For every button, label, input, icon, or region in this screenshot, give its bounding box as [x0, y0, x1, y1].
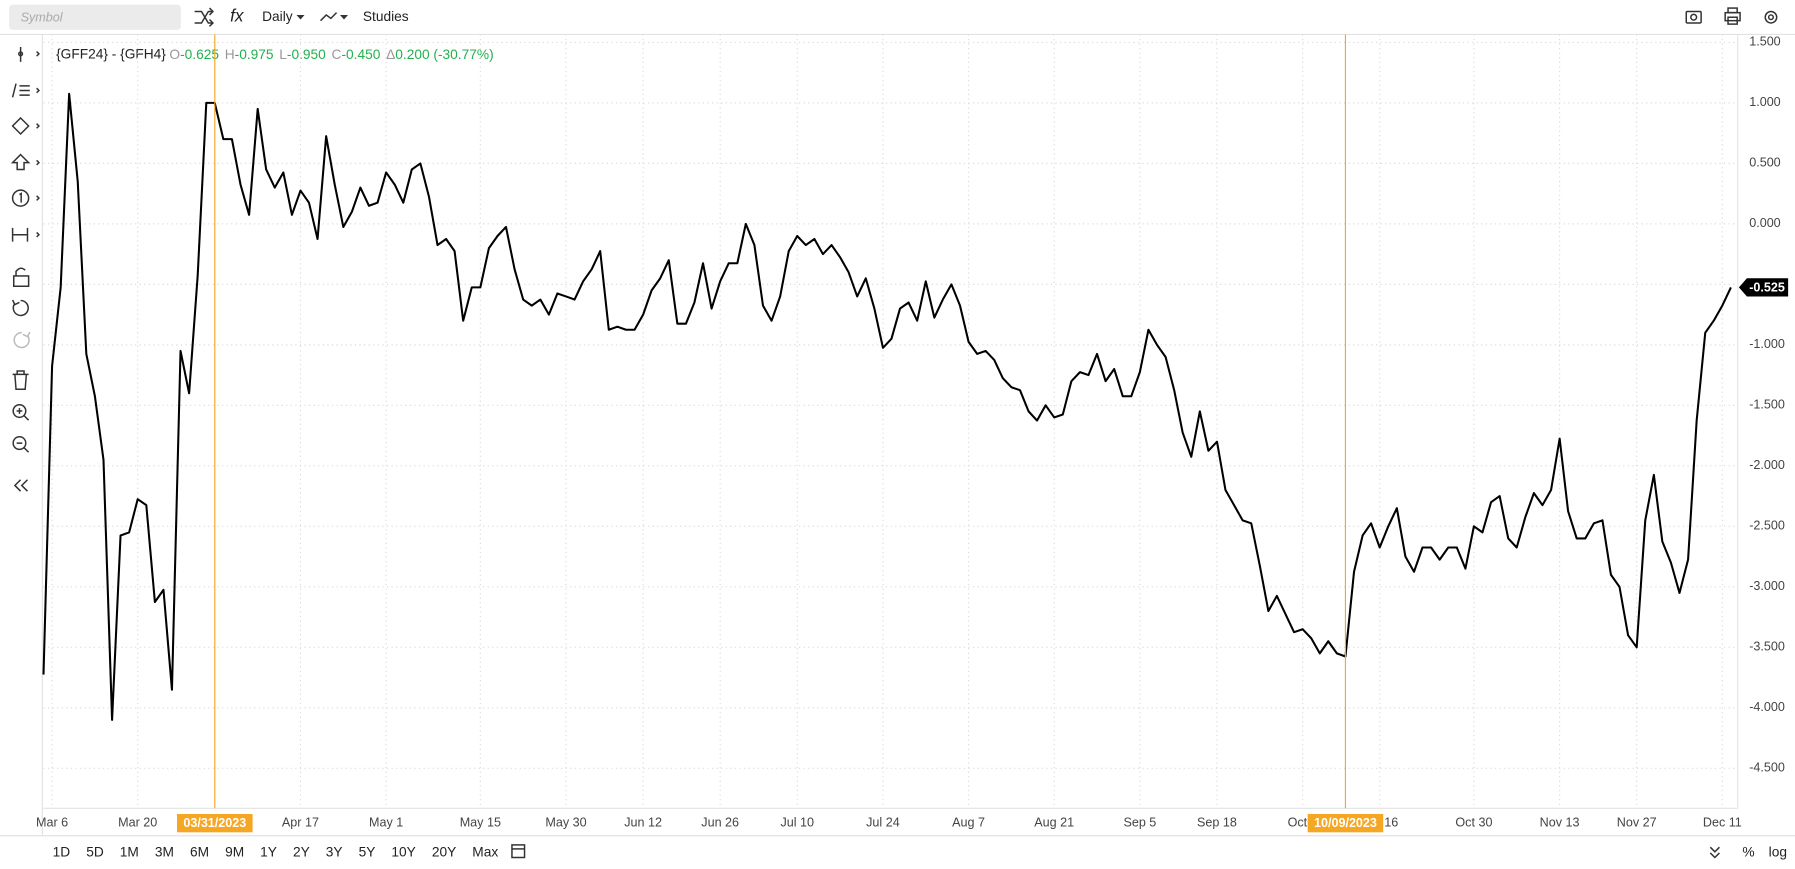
range-button[interactable]: 5Y	[359, 845, 376, 860]
x-tick-label: Mar 6	[36, 815, 68, 829]
y-tick-label: -2.000	[1749, 458, 1785, 472]
symbol-input[interactable]	[9, 4, 181, 30]
ohlc-label: H	[225, 47, 235, 62]
range-button[interactable]: 3M	[155, 845, 174, 860]
y-tick-label: -3.500	[1749, 640, 1785, 654]
camera-icon[interactable]	[1685, 10, 1702, 24]
y-tick-label: 0.500	[1749, 156, 1780, 170]
expand-icon[interactable]	[1709, 846, 1720, 859]
range-button[interactable]: 10Y	[391, 845, 415, 860]
caret	[296, 14, 305, 20]
range-buttons: 1D 5D 1M 3M 6M 9M 1Y 2Y 3Y 5Y 10Y 20Y Max	[53, 845, 499, 860]
ohlc-value: -0.950	[287, 47, 326, 62]
ohlc-label: L	[279, 47, 287, 62]
interval-select[interactable]: Daily	[262, 9, 293, 24]
x-tick-label: Jun 26	[701, 815, 739, 829]
range-button[interactable]: 5D	[86, 845, 104, 860]
x-tick-label: Jul 10	[780, 815, 814, 829]
log-option[interactable]: log	[1769, 845, 1787, 860]
fx-icon[interactable]: fx	[230, 6, 245, 26]
shapes-tool[interactable]	[11, 116, 40, 136]
studies-button[interactable]: Studies	[363, 9, 409, 24]
crosshair-tool[interactable]	[18, 46, 40, 62]
y-tick-label: 1.500	[1749, 35, 1780, 49]
y-tick-label: 0.000	[1749, 216, 1780, 230]
last-price-label: -0.525	[1749, 280, 1785, 294]
x-tick-label: Jun 12	[624, 815, 662, 829]
x-tick-label: Apr 17	[282, 815, 319, 829]
x-tick-label: Mar 20	[118, 815, 157, 829]
range-button[interactable]: 9M	[225, 845, 244, 860]
ohlc-readout: O-0.625 H-0.975 L-0.950 C-0.450 Δ0.200 (-30.…	[169, 47, 493, 62]
lock-tool[interactable]	[12, 267, 30, 287]
crosshair-date: 03/31/2023	[183, 816, 246, 830]
crosshair-date-box	[177, 813, 253, 833]
ohlc-value: -0.625	[180, 47, 219, 62]
print-icon[interactable]	[1724, 7, 1741, 25]
y-tick-label: -2.500	[1749, 519, 1785, 533]
calendar-icon[interactable]	[511, 844, 526, 859]
last-price-tag	[1738, 278, 1789, 297]
redo-tool[interactable]	[13, 331, 31, 349]
range-button[interactable]: 1Y	[260, 845, 277, 860]
x-tick-label: Nov 27	[1617, 815, 1657, 829]
x-tick-label: Sep 18	[1197, 815, 1237, 829]
lines-tool[interactable]	[11, 83, 40, 98]
ohlc-label: C	[332, 47, 342, 62]
x-tick-label: Nov 13	[1540, 815, 1580, 829]
x-tick-label: Aug 21	[1034, 815, 1074, 829]
caret	[339, 14, 349, 20]
x-tick-label: May 30	[545, 815, 586, 829]
x-tick-label: Dec 11	[1703, 815, 1742, 829]
measure-tool[interactable]	[11, 227, 40, 242]
x-tick-label: May 15	[460, 815, 501, 829]
zoom-out-tool[interactable]	[12, 436, 30, 453]
zoom-in-tool[interactable]	[12, 403, 30, 421]
range-button[interactable]: 1D	[53, 845, 71, 860]
settings-icon[interactable]	[1764, 10, 1778, 24]
range-button[interactable]: 2Y	[293, 845, 310, 860]
ohlc-label: O	[169, 47, 180, 62]
range-button[interactable]: 20Y	[432, 845, 456, 860]
x-tick-label: Oct 30	[1455, 815, 1492, 829]
range-button[interactable]: 3Y	[326, 845, 343, 860]
chart-type-icon[interactable]	[320, 12, 338, 22]
ohlc-value: 0.200 (-30.77%)	[395, 47, 493, 62]
ohlc-value: -0.975	[235, 47, 274, 62]
range-button[interactable]: Max	[472, 845, 498, 860]
y-tick-label: -1.500	[1749, 398, 1785, 412]
range-button[interactable]: 1M	[120, 845, 139, 860]
x-tick-label: Jul 24	[866, 815, 900, 829]
top-toolbar: Symbol fx Daily Studies	[0, 4, 1795, 35]
collapse-tool[interactable]	[13, 479, 29, 492]
y-tick-label: -1.000	[1749, 337, 1785, 351]
y-tick-label: -3.000	[1749, 579, 1785, 593]
ohlc-value: -0.450	[341, 47, 380, 62]
chart: {GFF24} - {GFH4} O-0.625 H-0.975 L-0.950 C-…	[36, 34, 1789, 833]
crosshair-date: 10/09/2023	[1314, 816, 1377, 830]
left-toolbar	[10, 34, 43, 836]
delete-tool[interactable]	[12, 370, 29, 391]
arrow-tool[interactable]	[10, 153, 40, 171]
percent-option[interactable]: %	[1742, 845, 1754, 860]
y-tick-label: 1.000	[1749, 95, 1780, 109]
range-button[interactable]: 6M	[190, 845, 209, 860]
crosshair-date-box	[1307, 813, 1384, 833]
annotation-tool[interactable]	[11, 189, 40, 207]
chart-title: {GFF24} - {GFH4}	[56, 47, 166, 62]
ohlc-label: Δ	[386, 47, 395, 62]
shuffle-icon[interactable]	[194, 7, 214, 27]
y-tick-label: -4.500	[1749, 761, 1785, 775]
symbol-placeholder: Symbol	[21, 11, 64, 25]
y-tick-label: -4.000	[1749, 700, 1785, 714]
x-tick-label: Aug 7	[952, 815, 985, 829]
x-tick-label: May 1	[369, 815, 403, 829]
undo-tool[interactable]	[11, 299, 29, 317]
price-line	[42, 92, 1732, 721]
x-tick-label: Sep 5	[1123, 815, 1156, 829]
